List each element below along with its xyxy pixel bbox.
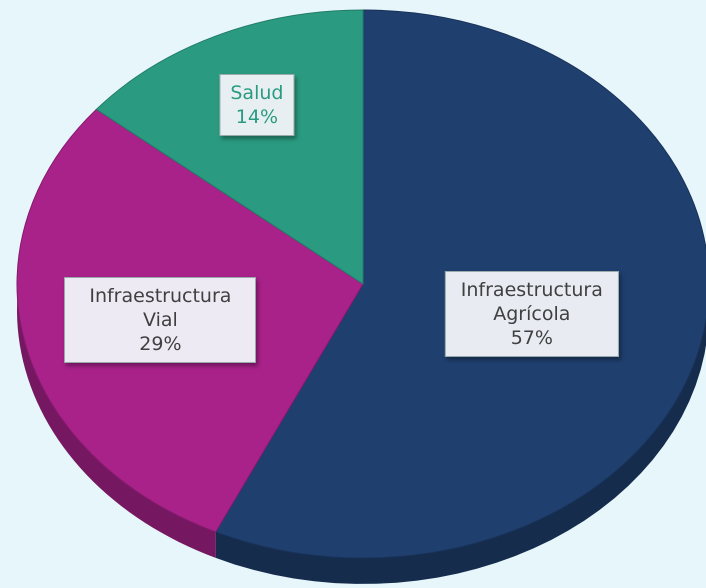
category-label: Salud bbox=[230, 82, 284, 105]
data-label: Salud 14% bbox=[219, 74, 295, 137]
category-label: Infraestructura Vial bbox=[89, 284, 232, 331]
slice bbox=[95, 9, 364, 285]
data-label: Infraestructura Vial 29% bbox=[64, 276, 257, 363]
value-label: 57% bbox=[510, 326, 553, 349]
value-label: 14% bbox=[235, 106, 279, 129]
category-label: Infraestructura Agrícola bbox=[460, 278, 603, 325]
value-label: 29% bbox=[139, 332, 182, 355]
slice-side bbox=[17, 109, 216, 558]
data-label: Infraestructura Agrícola 57% bbox=[444, 270, 619, 357]
